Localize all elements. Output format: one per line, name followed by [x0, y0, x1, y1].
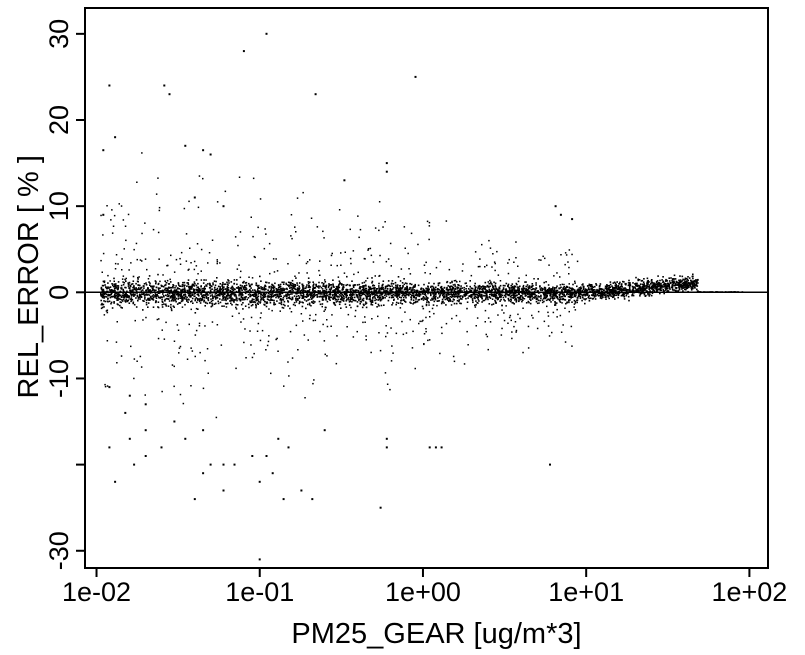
- data-point: [128, 394, 131, 397]
- data-point: [251, 455, 254, 457]
- data-point: [554, 205, 557, 208]
- data-point: [209, 463, 212, 466]
- x-axis-title: PM25_GEAR [ug/m*3]: [291, 618, 581, 650]
- y-axis: -30 -10 0 10 20 30: [44, 19, 85, 570]
- data-point: [160, 446, 163, 449]
- data-point: [222, 463, 225, 466]
- y-tick-label: -30: [44, 531, 74, 570]
- data-point: [193, 196, 196, 199]
- data-point: [258, 480, 261, 483]
- data-point: [193, 498, 196, 501]
- y-tick-label: -10: [44, 359, 74, 398]
- data-point: [265, 32, 268, 35]
- x-axis: 1e-02 1e-01 1e+00 1e+01 1e+02: [62, 568, 787, 607]
- data-point: [202, 472, 205, 475]
- data-point: [184, 144, 187, 147]
- data-point: [144, 403, 147, 406]
- data-point: [385, 437, 388, 440]
- x-tick-label: 1e+01: [548, 577, 624, 607]
- data-point: [385, 170, 388, 173]
- data-point: [202, 429, 205, 432]
- data-point: [144, 455, 147, 457]
- data-point: [144, 429, 147, 432]
- data-point: [233, 463, 236, 466]
- data-point: [163, 84, 166, 87]
- data-point: [258, 558, 261, 561]
- data-point: [414, 75, 417, 78]
- data-point: [559, 213, 562, 216]
- data-point: [114, 480, 117, 483]
- x-tick-label: 1e-01: [225, 577, 294, 607]
- data-point: [202, 149, 205, 152]
- data-point: [124, 411, 127, 414]
- data-point: [108, 446, 111, 449]
- data-point: [300, 489, 303, 492]
- data-point: [287, 446, 290, 449]
- scatter-points: [100, 32, 744, 569]
- data-point: [265, 455, 268, 457]
- data-point: [184, 437, 187, 440]
- data-point: [385, 446, 388, 449]
- y-tick-label: 30: [44, 19, 74, 49]
- data-point: [173, 420, 176, 423]
- data-point: [277, 437, 280, 440]
- data-point: [128, 437, 131, 440]
- data-point: [282, 498, 285, 501]
- data-point: [102, 213, 105, 216]
- x-tick-label: 1e+02: [711, 577, 787, 607]
- data-point: [168, 93, 171, 96]
- data-point: [108, 386, 111, 389]
- data-point: [440, 446, 443, 449]
- data-point: [209, 153, 212, 156]
- data-point: [343, 179, 346, 182]
- x-tick-label: 1e-02: [62, 577, 131, 607]
- data-point: [314, 93, 317, 96]
- y-tick-label: 10: [44, 191, 74, 221]
- y-tick-label: 20: [44, 105, 74, 135]
- data-point: [379, 506, 382, 509]
- data-point: [114, 136, 117, 139]
- data-point: [271, 472, 274, 475]
- sparse-point-halo: [100, 152, 581, 419]
- data-point: [323, 429, 326, 432]
- data-point: [102, 149, 105, 152]
- data-point: [428, 446, 431, 449]
- x-tick-label: 1e+00: [385, 577, 461, 607]
- dense-point-band: [100, 273, 744, 314]
- data-point: [222, 489, 225, 492]
- y-axis-title: REL_ERROR [ % ]: [13, 155, 45, 398]
- data-point: [549, 463, 551, 466]
- data-point: [108, 84, 111, 87]
- data-point: [311, 498, 314, 501]
- data-point: [571, 218, 574, 221]
- data-point: [434, 446, 437, 449]
- data-point: [222, 205, 225, 208]
- data-point: [242, 50, 245, 53]
- data-point: [133, 463, 136, 466]
- plot-frame: [84, 7, 769, 569]
- y-tick-label: 0: [44, 285, 74, 300]
- data-point: [385, 162, 388, 165]
